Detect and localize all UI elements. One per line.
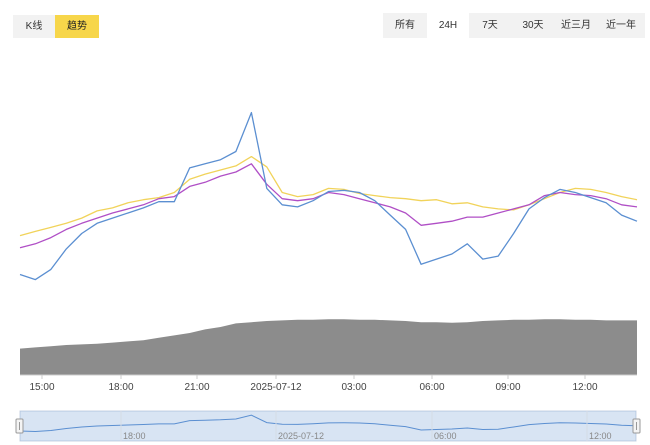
x-tick-label: 18:00 [108,382,133,393]
navigator-selection[interactable] [20,411,636,441]
x-tick-label: 03:00 [341,382,366,393]
x-tick-label: 12:00 [572,382,597,393]
navigator-tick-label: 06:00 [434,431,457,441]
navigator-tick-label: 2025-07-12 [278,431,324,441]
navigator-ticks: 18:00 2025-07-12 06:00 12:00 [120,411,612,441]
range-tab-1y[interactable]: 近一年 [606,20,636,31]
volume-area-layer [20,319,637,375]
navigator-line [19,414,638,433]
series-line-blue [19,111,638,281]
navigator-tick-label: 12:00 [589,431,612,441]
series-line-yellow [19,155,638,237]
navigator-tick-label: 18:00 [123,431,146,441]
range-tab-all[interactable]: 所有 [395,20,415,31]
x-tick-label: 15:00 [29,382,54,393]
price-lines-layer [19,111,638,281]
x-tick-label: 21:00 [184,382,209,393]
tab-kline[interactable]: K线 [13,15,55,38]
range-tab-3m[interactable]: 近三月 [561,20,591,31]
x-tick-label: 2025-07-12 [250,382,302,393]
navigator-series [19,414,638,433]
range-tab-24h[interactable]: 24H [427,13,469,38]
chart-mode-tabs: K线 趋势 [13,15,99,38]
x-axis-ticks: 15:00 18:00 21:00 2025-07-12 03:00 06:00 09:00… [29,375,598,393]
x-tick-label: 09:00 [495,382,520,393]
tab-trend[interactable]: 趋势 [55,15,99,38]
x-tick-label: 06:00 [419,382,444,393]
range-tab-30d[interactable]: 30天 [522,20,544,31]
range-tab-7d[interactable]: 7天 [482,20,498,31]
series-line-purple [19,163,638,249]
time-range-tabs: 所有 24H 7天 30天 近三月 近一年 [383,13,645,38]
range-navigator[interactable]: 18:00 2025-07-12 06:00 12:00 [15,410,641,442]
volume-area [20,319,637,375]
